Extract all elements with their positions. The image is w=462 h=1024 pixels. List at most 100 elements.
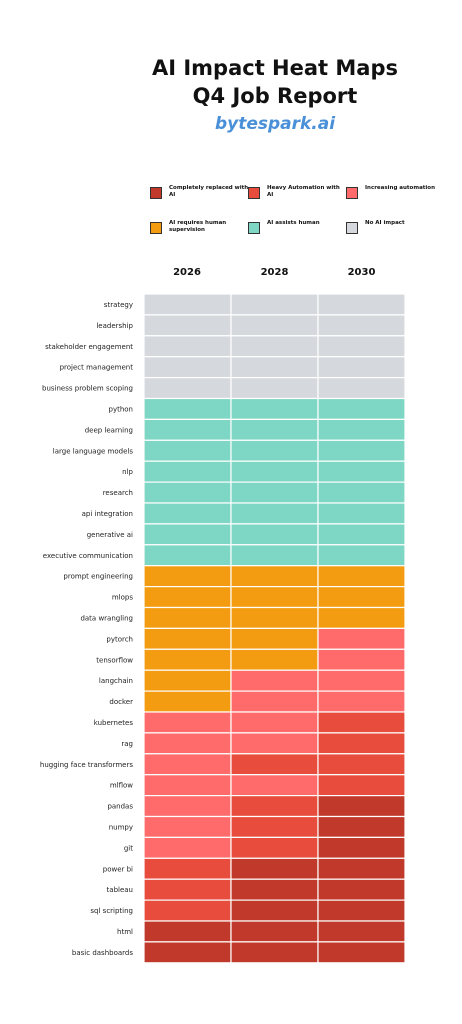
heatmap-cell-increasing-automation — [317, 627, 406, 650]
heatmap-cell-increasing-automation — [230, 732, 319, 755]
heatmap-cell-heavy-automation — [317, 732, 406, 755]
heatmap-cell-no-impact — [230, 293, 319, 316]
legend-swatch — [150, 187, 162, 199]
heatmap-cell-increasing-automation — [230, 690, 319, 713]
heatmap-cell-completely-replaced — [143, 941, 232, 964]
row-label: mlops — [112, 594, 133, 602]
row-label: rag — [121, 740, 133, 748]
heatmap-cell-requires-supervision — [143, 565, 232, 588]
heatmap-cell-no-impact — [143, 377, 232, 400]
heatmap-cell-increasing-automation — [317, 669, 406, 692]
heatmap-cell-assists-human — [317, 418, 406, 441]
heatmap-cell-requires-supervision — [143, 585, 232, 609]
heatmap-cell-increasing-automation — [143, 774, 232, 797]
heatmap-cell-increasing-automation — [230, 711, 319, 734]
heatmap-cell-requires-supervision — [230, 585, 319, 609]
heatmap-cell-increasing-automation — [143, 753, 232, 776]
page-title-line-2: Q4 Job Report — [192, 84, 358, 108]
heatmap-cell-assists-human — [143, 460, 232, 483]
legend-item-assists-human: AI assists human — [248, 220, 348, 238]
heatmap-cell-heavy-automation — [230, 753, 319, 776]
legend-item-heavy-automation: Heavy Automation with AI — [248, 185, 348, 203]
legend-item-completely-replaced: Completely replaced with AI — [150, 185, 250, 203]
row-label: basic dashboards — [72, 949, 133, 957]
heatmap-cell-no-impact — [230, 335, 319, 358]
heatmap-cell-increasing-automation — [317, 690, 406, 713]
legend-label: AI assists human — [267, 220, 320, 226]
legend-item-increasing-automation: Increasing automation — [346, 185, 446, 203]
heatmap-cell-completely-replaced — [230, 941, 319, 964]
legend-label: No AI impact — [365, 220, 405, 226]
legend-swatch — [248, 187, 260, 199]
heatmap-cell-assists-human — [143, 502, 232, 525]
heatmap-cell-no-impact — [143, 314, 232, 337]
heatmap-cell-assists-human — [143, 439, 232, 462]
legend-label: Heavy Automation with AI — [267, 185, 340, 198]
heatmap-cell-assists-human — [143, 523, 232, 546]
page-title-line-1: AI Impact Heat Maps — [151, 56, 398, 80]
heatmap-cell-assists-human — [317, 502, 406, 525]
row-label: git — [124, 844, 133, 852]
row-label: data wrangling — [80, 614, 133, 622]
row-label: mlflow — [110, 782, 133, 790]
heatmap-cell-no-impact — [317, 377, 406, 400]
heatmap-cell-increasing-automation — [317, 648, 406, 671]
heatmap-cell-heavy-automation — [143, 857, 232, 880]
heatmap-cell-completely-replaced — [317, 836, 406, 859]
row-label: kubernetes — [94, 719, 134, 727]
row-label: leadership — [96, 322, 133, 330]
row-label: large language models — [53, 447, 134, 455]
row-label: deep learning — [85, 426, 133, 434]
legend-swatch — [346, 222, 358, 234]
heatmap-cell-completely-replaced — [317, 794, 406, 818]
heatmap-cell-assists-human — [317, 523, 406, 546]
heatmap-cell-heavy-automation — [317, 774, 406, 797]
heatmap-cell-heavy-automation — [230, 794, 319, 818]
heatmap-cell-assists-human — [230, 502, 319, 525]
row-label: numpy — [109, 823, 133, 831]
legend-item-requires-supervision: AI requires human supervision — [150, 220, 250, 238]
heatmap-cell-increasing-automation — [230, 669, 319, 692]
heatmap-cell-heavy-automation — [143, 899, 232, 922]
row-label: docker — [109, 698, 133, 706]
heatmap-cell-requires-supervision — [143, 627, 232, 650]
row-label: power bi — [103, 865, 133, 873]
heatmap-cell-no-impact — [230, 377, 319, 400]
heatmap-cell-requires-supervision — [317, 606, 406, 629]
legend-label: AI requires human supervision — [169, 220, 227, 233]
legend-swatch — [346, 187, 358, 199]
column-header-2026: 2026 — [173, 267, 201, 278]
row-label: langchain — [99, 677, 133, 685]
legend-swatch — [150, 222, 162, 234]
heatmap-cell-assists-human — [143, 418, 232, 441]
heatmap-cell-completely-replaced — [317, 920, 406, 943]
row-label: generative ai — [87, 531, 133, 539]
row-label: executive communication — [43, 552, 133, 560]
heatmap-cell-increasing-automation — [143, 732, 232, 755]
row-label: sql scripting — [90, 907, 133, 915]
heatmap-cell-requires-supervision — [230, 606, 319, 629]
row-label: nlp — [122, 468, 133, 476]
heatmap-cell-requires-supervision — [230, 627, 319, 650]
heatmap-cell-heavy-automation — [317, 753, 406, 776]
heatmap-cell-assists-human — [317, 544, 406, 567]
heatmap-cell-no-impact — [317, 293, 406, 316]
heatmap-cell-assists-human — [317, 460, 406, 483]
legend-item-no-impact: No AI impact — [346, 220, 446, 238]
heatmap-cell-no-impact — [143, 356, 232, 379]
heatmap-cell-requires-supervision — [317, 585, 406, 609]
heatmap-cell-assists-human — [317, 397, 406, 420]
heatmap-cell-assists-human — [230, 523, 319, 546]
heatmap-cell-no-impact — [143, 293, 232, 316]
heatmap-cell-requires-supervision — [230, 565, 319, 588]
heatmap-cell-completely-replaced — [143, 920, 232, 943]
legend-label: Increasing automation — [365, 185, 435, 191]
legend-label: Completely replaced with AI — [169, 185, 249, 198]
heatmap-cell-completely-replaced — [317, 878, 406, 901]
legend-swatch — [248, 222, 260, 234]
heatmap-cell-requires-supervision — [317, 565, 406, 588]
row-label: api integration — [82, 510, 133, 518]
heatmap-cell-no-impact — [317, 335, 406, 358]
heatmap-cell-no-impact — [143, 335, 232, 358]
